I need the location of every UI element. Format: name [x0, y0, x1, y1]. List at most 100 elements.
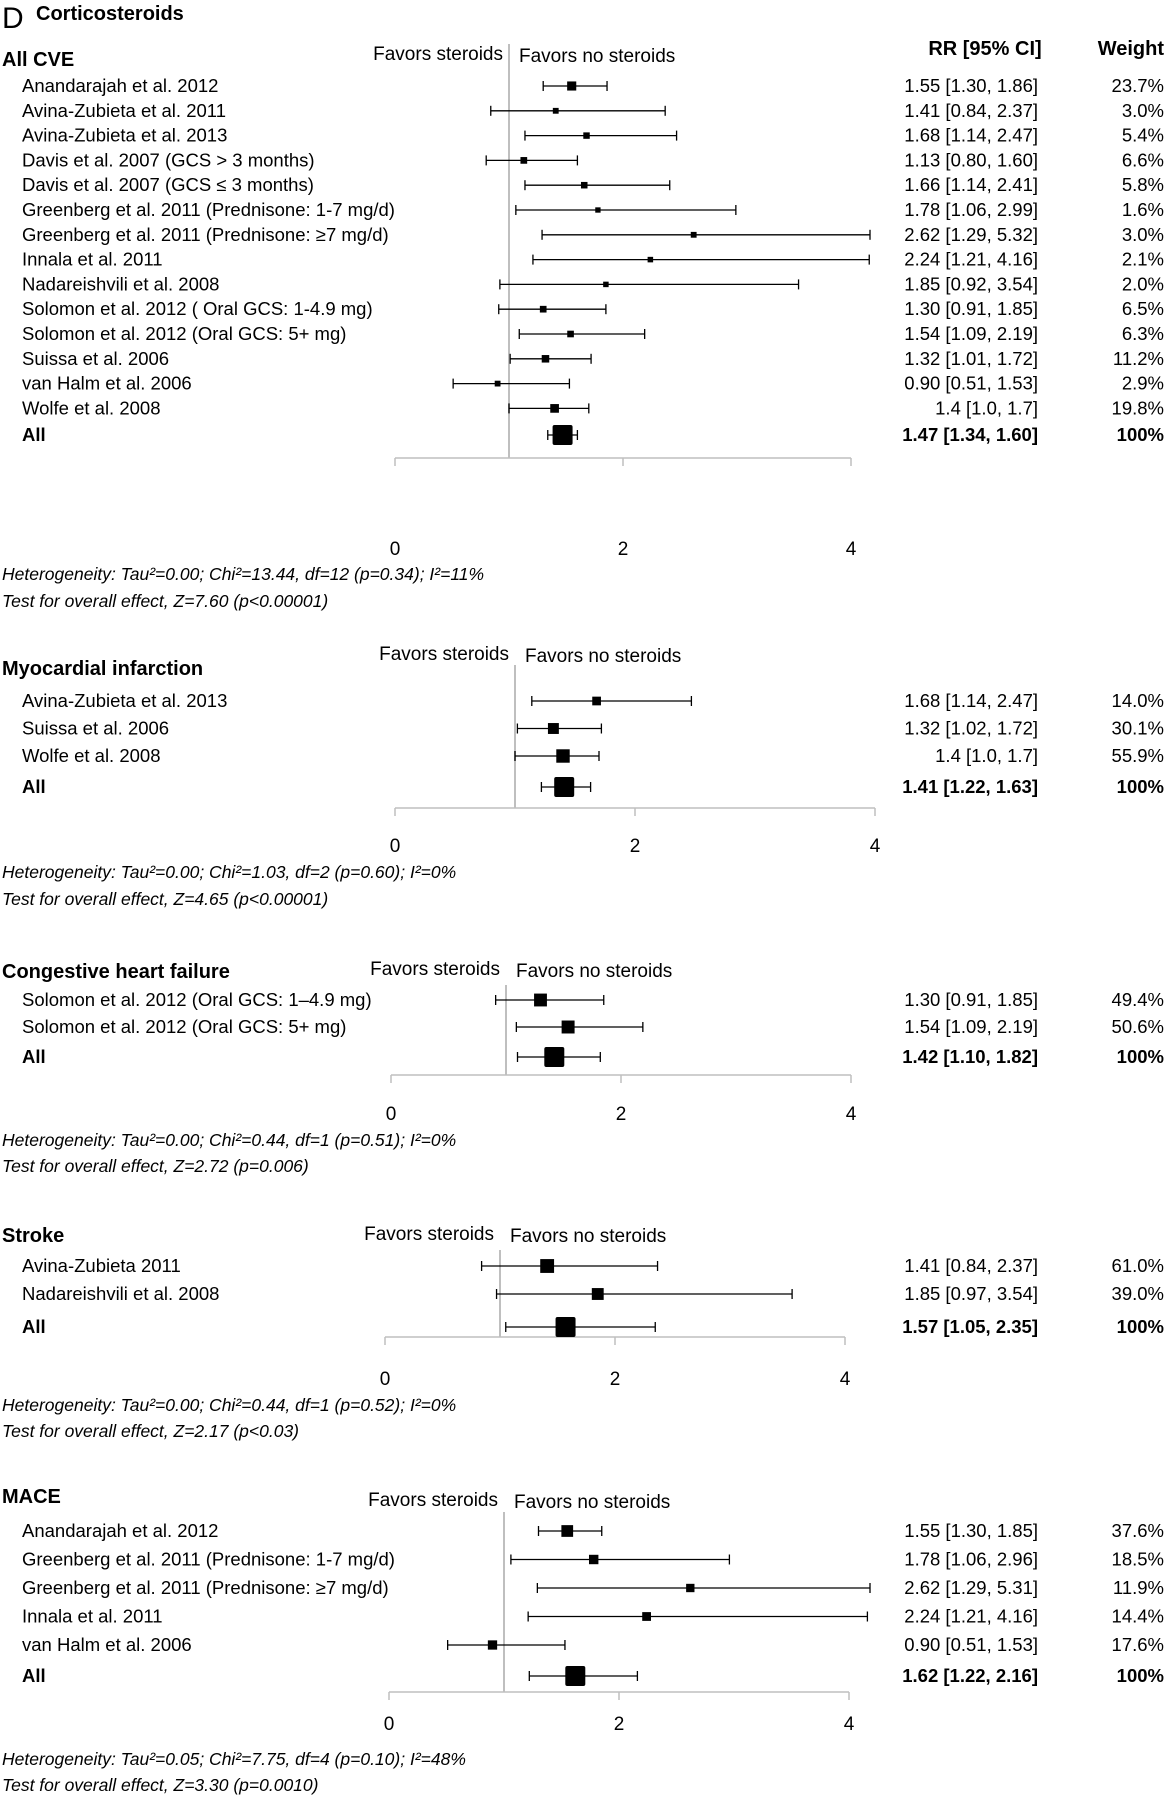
study-weight: 23.7%: [1112, 75, 1164, 96]
favors-left-label: Favors steroids: [370, 959, 500, 980]
rr-ci-value: 1.54 [1.09, 2.19]: [904, 323, 1038, 344]
study-label: Greenberg et al. 2011 (Prednisone: ≥7 mg…: [22, 1577, 389, 1598]
effect-square: [595, 207, 601, 213]
study-label: Avina-Zubieta et al. 2011: [22, 100, 226, 121]
study-label: Suissa et al. 2006: [22, 348, 169, 369]
rr-ci-value: 1.32 [1.01, 1.72]: [904, 348, 1038, 369]
overall-rr-ci-value: 1.62 [1.22, 2.16]: [902, 1665, 1038, 1686]
rr-ci-value: 1.30 [0.91, 1.85]: [904, 989, 1038, 1010]
rr-ci-value: 1.41 [0.84, 2.37]: [904, 100, 1038, 121]
study-label: Wolfe et al. 2008: [22, 745, 161, 766]
heterogeneity-note: Heterogeneity: Tau²=0.00; Chi²=0.44, df=…: [2, 1395, 456, 1415]
study-label: Anandarajah et al. 2012: [22, 75, 218, 96]
effect-square: [552, 107, 559, 114]
overall-weight: 100%: [1117, 1316, 1164, 1337]
study-weight: 55.9%: [1112, 745, 1164, 766]
overall-label: All: [22, 776, 46, 797]
x-tick-label: 0: [384, 1714, 395, 1735]
study-label: Wolfe et al. 2008: [22, 397, 161, 418]
effect-square: [567, 81, 577, 91]
overall-weight: 100%: [1117, 1046, 1164, 1067]
study-weight: 14.4%: [1112, 1606, 1164, 1627]
overall-label: All: [22, 1316, 46, 1337]
study-weight: 3.0%: [1122, 224, 1164, 245]
study-label: Solomon et al. 2012 (Oral GCS: 1–4.9 mg): [22, 989, 372, 1010]
study-weight: 17.6%: [1112, 1634, 1164, 1655]
rr-ci-value: 1.68 [1.14, 2.47]: [904, 125, 1038, 146]
forest-panel-4: MACE Favors steroids Favors no steroids 0 2 4…: [2, 1486, 1164, 1795]
study-label: van Halm et al. 2006: [22, 373, 192, 394]
favors-right-label: Favors no steroids: [525, 646, 681, 667]
favors-left-label: Favors steroids: [373, 44, 503, 65]
effect-square: [561, 1525, 574, 1537]
study-weight: 1.6%: [1122, 199, 1164, 220]
study-label: van Halm et al. 2006: [22, 1634, 192, 1655]
x-tick-label: 2: [618, 539, 629, 560]
rr-ci-value: 1.78 [1.06, 2.99]: [904, 199, 1038, 220]
study-label: Solomon et al. 2012 (Oral GCS: 5+ mg): [22, 1016, 346, 1037]
study-label: Avina-Zubieta et al. 2013: [22, 125, 227, 146]
study-weight: 3.0%: [1122, 100, 1164, 121]
study-weight: 2.1%: [1122, 249, 1164, 270]
study-weight: 6.6%: [1122, 149, 1164, 170]
effect-square: [588, 1554, 599, 1565]
rr-ci-value: 2.62 [1.29, 5.31]: [904, 1577, 1038, 1598]
rr-ci-value: 2.24 [1.21, 4.16]: [904, 1606, 1038, 1627]
panel-title: Myocardial infarction: [2, 658, 203, 680]
heterogeneity-note: Heterogeneity: Tau²=0.00; Chi²=13.44, df…: [2, 564, 484, 584]
overall-label: All: [22, 1046, 46, 1067]
study-label: Avina-Zubieta 2011: [22, 1255, 181, 1276]
heterogeneity-note: Heterogeneity: Tau²=0.00; Chi²=0.44, df=…: [2, 1130, 456, 1150]
rr-ci-value: 2.24 [1.21, 4.16]: [904, 249, 1038, 270]
effect-square: [494, 380, 501, 387]
forest-panel-0: All CVE Favors steroids Favors no steroids…: [2, 44, 1164, 611]
effect-square: [541, 355, 550, 363]
rr-ci-value: 1.4 [1.0, 1.7]: [935, 745, 1038, 766]
overall-effect-note: Test for overall effect, Z=3.30 (p=0.001…: [2, 1775, 318, 1795]
effect-square: [540, 1259, 555, 1273]
overall-rr-ci-value: 1.47 [1.34, 1.60]: [902, 424, 1038, 445]
rr-ci-value: 1.4 [1.0, 1.7]: [935, 397, 1038, 418]
study-label: Solomon et al. 2012 ( Oral GCS: 1-4.9 mg…: [22, 298, 373, 319]
forest-panel-1: Myocardial infarction Favors steroids Favo…: [2, 644, 1164, 909]
panel-title: Congestive heart failure: [2, 961, 230, 983]
rr-column-header: RR [95% CI]: [928, 38, 1041, 60]
x-tick-label: 4: [840, 1369, 851, 1390]
overall-effect-square: [552, 425, 573, 445]
x-tick-label: 0: [390, 836, 401, 857]
forest-panel-3: Stroke Favors steroids Favors no steroids 0…: [2, 1224, 1164, 1441]
favors-right-label: Favors no steroids: [519, 46, 675, 67]
overall-effect-note: Test for overall effect, Z=4.65 (p<0.000…: [2, 889, 328, 909]
overall-effect-square: [544, 1047, 565, 1067]
effect-square: [647, 256, 654, 263]
overall-weight: 100%: [1117, 1665, 1164, 1686]
rr-ci-value: 1.41 [0.84, 2.37]: [904, 1255, 1038, 1276]
overall-label: All: [22, 1665, 46, 1686]
study-weight: 2.9%: [1122, 373, 1164, 394]
study-weight: 18.5%: [1112, 1549, 1164, 1570]
rr-ci-value: 1.55 [1.30, 1.85]: [904, 1520, 1038, 1541]
panel-title: All CVE: [2, 49, 74, 71]
rr-ci-value: 1.68 [1.14, 2.47]: [904, 690, 1038, 711]
effect-square: [539, 305, 547, 313]
rr-ci-value: 1.54 [1.09, 2.19]: [904, 1016, 1038, 1037]
x-tick-label: 2: [616, 1104, 627, 1125]
study-weight: 5.8%: [1122, 174, 1164, 195]
study-label: Suissa et al. 2006: [22, 718, 169, 739]
rr-ci-value: 0.90 [0.51, 1.53]: [904, 1634, 1038, 1655]
study-weight: 49.4%: [1112, 989, 1164, 1010]
study-weight: 11.9%: [1113, 1577, 1164, 1598]
study-weight: 6.5%: [1122, 298, 1164, 319]
overall-rr-ci-value: 1.57 [1.05, 2.35]: [902, 1316, 1038, 1337]
effect-square: [603, 281, 609, 288]
study-label: Nadareishvili et al. 2008: [22, 1283, 219, 1304]
effect-square: [642, 1612, 651, 1621]
effect-square: [520, 157, 528, 164]
study-weight: 6.3%: [1122, 323, 1164, 344]
x-tick-label: 2: [630, 836, 641, 857]
rr-ci-value: 1.66 [1.14, 2.41]: [904, 174, 1038, 195]
study-label: Davis et al. 2007 (GCS ≤ 3 months): [22, 174, 314, 195]
study-label: Anandarajah et al. 2012: [22, 1520, 218, 1541]
study-label: Davis et al. 2007 (GCS > 3 months): [22, 149, 315, 170]
study-label: Innala et al. 2011: [22, 1606, 163, 1627]
